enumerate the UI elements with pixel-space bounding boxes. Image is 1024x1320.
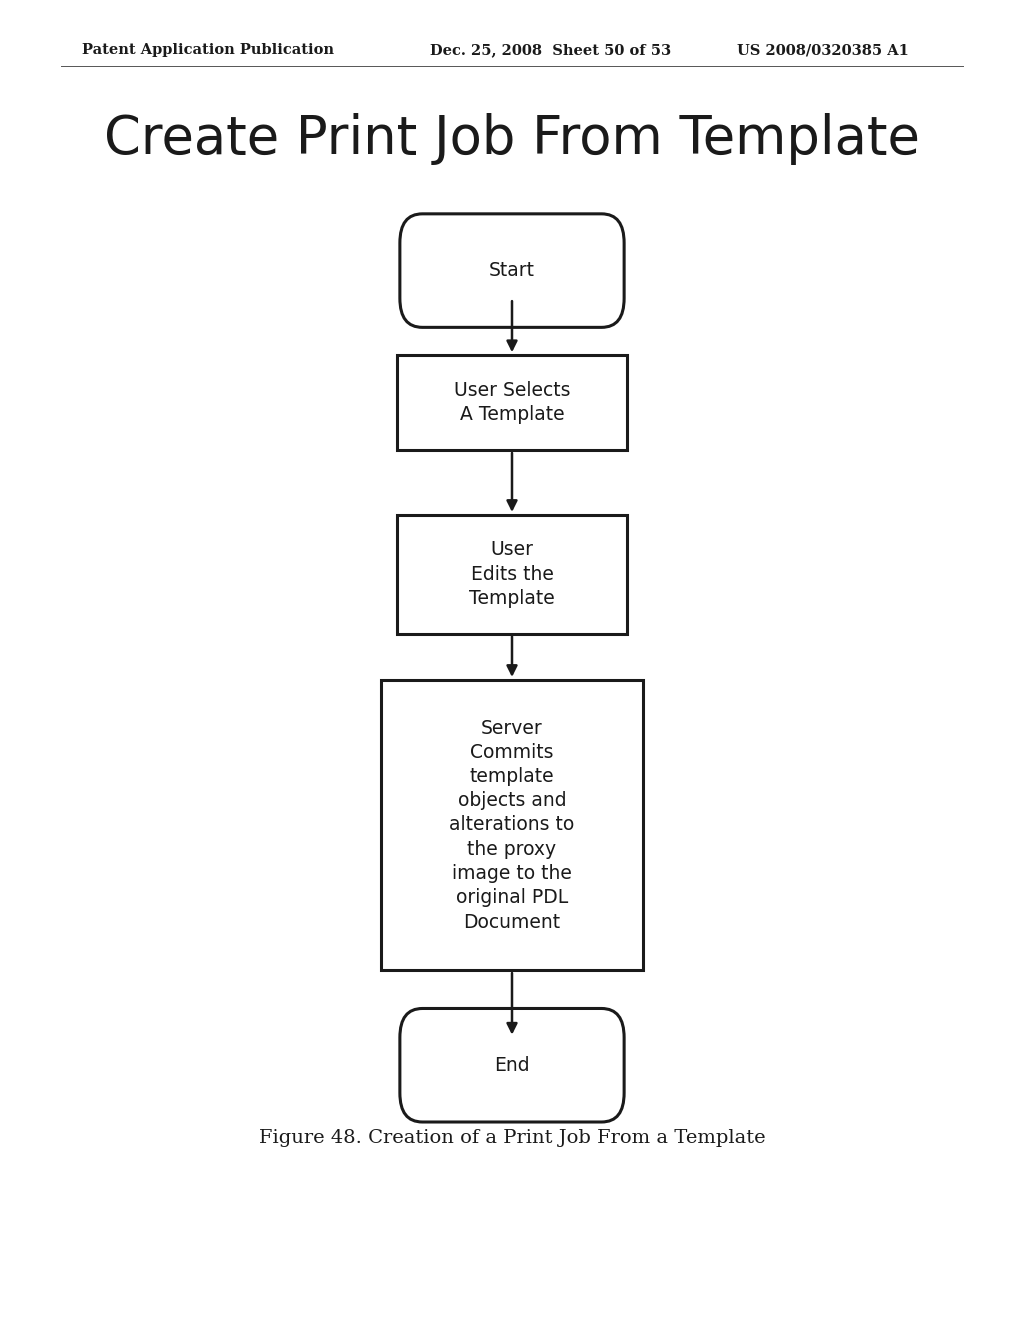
Text: US 2008/0320385 A1: US 2008/0320385 A1 [737, 44, 909, 57]
Text: Patent Application Publication: Patent Application Publication [82, 44, 334, 57]
FancyBboxPatch shape [399, 1008, 624, 1122]
Text: Figure 48. Creation of a Print Job From a Template: Figure 48. Creation of a Print Job From … [259, 1129, 765, 1147]
Bar [397, 515, 627, 634]
FancyBboxPatch shape [399, 214, 624, 327]
Text: User
Edits the
Template: User Edits the Template [469, 540, 555, 609]
Bar [397, 355, 627, 450]
Text: Start: Start [489, 261, 535, 280]
Text: End: End [495, 1056, 529, 1074]
Text: Dec. 25, 2008  Sheet 50 of 53: Dec. 25, 2008 Sheet 50 of 53 [430, 44, 671, 57]
Text: Create Print Job From Template: Create Print Job From Template [104, 112, 920, 165]
Bar [381, 680, 643, 970]
Text: Server
Commits
template
objects and
alterations to
the proxy
image to the
origin: Server Commits template objects and alte… [450, 718, 574, 932]
Text: User Selects
A Template: User Selects A Template [454, 381, 570, 424]
